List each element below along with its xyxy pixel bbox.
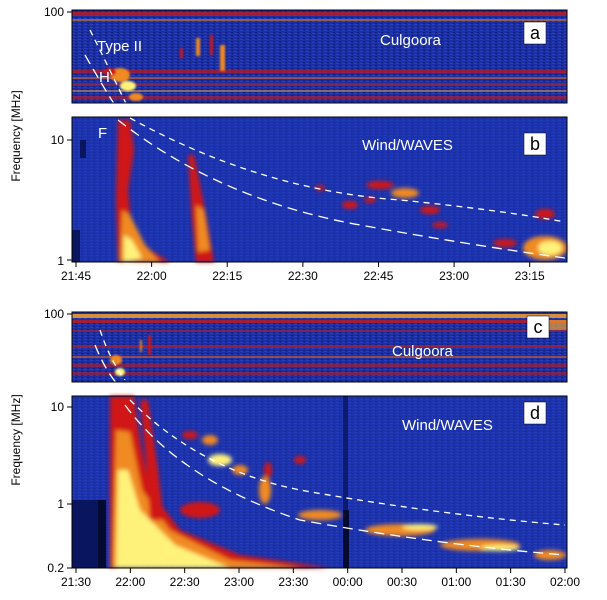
x-tick-label: 23:00: [224, 575, 254, 589]
panel-d-instrument-label: Wind/WAVES: [402, 417, 493, 434]
panel-b-instrument-label: Wind/WAVES: [362, 137, 453, 154]
annotation-f: F: [98, 125, 107, 142]
x-tick-label: 22:00: [137, 269, 167, 283]
x-tick-label: 21:45: [61, 269, 91, 283]
top-x-axis: 21:45 22:00 22:15 22:30 22:45 23:00 23:15: [61, 262, 545, 283]
bottom-y-tick-label: 10: [51, 400, 65, 414]
panel-letter-b: b: [530, 134, 540, 154]
x-tick-label: 23:30: [278, 575, 308, 589]
x-tick-label: 21:30: [61, 575, 91, 589]
top-y-tick-label: 100: [44, 5, 64, 19]
x-tick-label: 22:15: [212, 269, 242, 283]
top-guide-curve-inner: [84, 54, 566, 259]
annotation-h: H: [99, 69, 110, 86]
top-guide-curve-outer: [89, 29, 566, 223]
x-tick-label: 22:00: [115, 575, 145, 589]
panel-a-background: [72, 10, 567, 103]
panel-c-instrument-label: Culgoora: [392, 343, 454, 360]
top-y-axis: 100 10 1: [44, 5, 72, 268]
panel-a-culgoora: [72, 10, 567, 117]
top-y-tick-label: 10: [51, 133, 65, 147]
panel-a-instrument-label: Culgoora: [380, 32, 442, 49]
x-tick-label: 02:00: [550, 575, 580, 589]
x-tick-label: 22:45: [363, 269, 393, 283]
x-tick-label: 01:00: [441, 575, 471, 589]
x-tick-label: 01:30: [496, 575, 526, 589]
bottom-y-tick-label: 0.2: [47, 561, 64, 575]
panel-c-culgoora: [72, 312, 567, 396]
panel-d-wind-waves: [72, 396, 567, 568]
panel-letter-a: a: [530, 23, 541, 43]
top-y-tick-label: 1: [57, 254, 64, 268]
panel-letter-c: c: [534, 317, 543, 337]
panel-b-wind-waves: [72, 117, 567, 262]
x-tick-label: 23:00: [439, 269, 469, 283]
top-figure: Type II H F Culgoora Wind/WAVES a b 100 …: [9, 5, 568, 283]
bottom-y-axis: 100 10 1 0.2: [44, 307, 72, 575]
bottom-guide-curve-outer: [99, 329, 566, 526]
x-tick-label: 00:00: [333, 575, 363, 589]
bottom-x-axis: 21:30 22:00 22:30 23:00 23:30 00:00 00:30 01:00…: [61, 568, 580, 589]
top-y-axis-label: Frequency [MHz]: [9, 90, 23, 181]
panel-letter-d: d: [530, 403, 540, 423]
annotation-type-ii: Type II: [97, 38, 142, 55]
x-tick-label: 00:30: [387, 575, 417, 589]
x-tick-label: 22:30: [288, 269, 318, 283]
x-tick-label: 22:30: [170, 575, 200, 589]
bottom-y-tick-label: 100: [44, 307, 64, 321]
x-tick-label: 23:15: [515, 269, 545, 283]
bottom-y-tick-label: 1: [57, 497, 64, 511]
bottom-y-axis-label: Frequency [MHz]: [9, 394, 23, 485]
bottom-figure: Culgoora Wind/WAVES c d 100 10 1 0.2 Fre…: [9, 307, 580, 589]
bottom-guide-curve-inner: [94, 344, 566, 556]
